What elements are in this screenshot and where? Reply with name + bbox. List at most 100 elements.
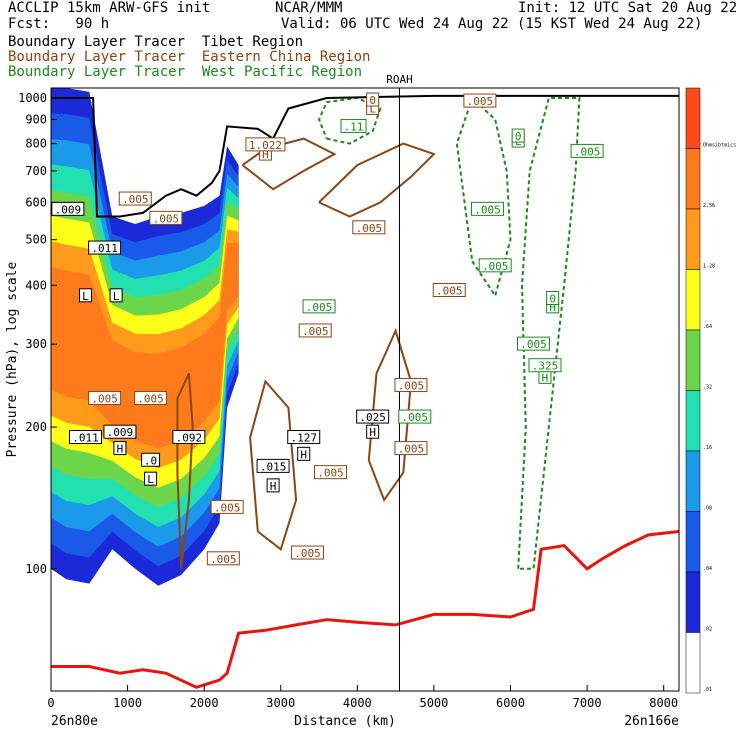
colorbar-swatch-5 [685,329,701,391]
colorbar-level-7: .08 [703,506,712,512]
colorbar-swatch-9 [685,571,701,633]
x-tick-label-1000: 1000 [113,696,142,710]
extremum-label-24: .005 [436,284,463,297]
extremum-box-37 [516,336,550,351]
colorbar-swatch-3 [685,208,701,270]
extremum-label-9: H [300,448,307,461]
extremum-label-29: .005 [122,193,149,206]
extremum-label-39: 0 [549,293,556,306]
colorbar-swatch-10 [685,632,701,694]
extremum-box-9 [297,446,311,461]
extremum-label-17: .005 [210,553,237,566]
extremum-box-46 [302,299,336,314]
extremum-label-42: .005 [574,145,601,158]
extremum-box-40 [478,258,512,273]
extremum-label-27: .005 [91,392,118,405]
y-tick-label-300: 300 [25,337,47,351]
west-pacific-contour-1 [517,97,581,570]
extremum-box-17 [206,551,240,566]
extremum-box-42 [570,143,604,158]
eastern-china-contour-1 [176,372,194,569]
extremum-label-2: H [117,443,124,456]
extremum-label-7: H [270,480,277,493]
x-tick-label-8000: 8000 [649,696,678,710]
extremum-label-22: .005 [398,380,425,393]
y-tick-label-800: 800 [25,137,47,151]
legend-west-pacific: Boundary Layer Tracer West Pacific Regio… [8,64,363,80]
extremum-label-36: .325 [532,360,559,373]
extremum-label-25: .005 [356,222,383,235]
forecast-hour: Fcst: 90 h [8,16,110,32]
x-tick-label-6000: 6000 [496,696,525,710]
x-tick-label-7000: 7000 [573,696,602,710]
extremum-label-34: .005 [467,95,494,108]
colorbar-level-10: .01 [703,687,712,693]
y-axis-label: Pressure (hPa), log scale [5,261,20,457]
legend-eastern-china: Boundary Layer Tracer Eastern China Regi… [8,49,371,65]
legend-tibet: Boundary Layer Tracer Tibet Region [8,34,304,50]
x-end-label: 26n166e [624,714,679,729]
colorbar-swatch-2 [685,148,701,210]
colorbar-swatch-6 [685,390,701,452]
extremum-label-5: L [147,473,154,486]
extremum-label-14: .009 [55,203,82,216]
extremum-box-24 [432,282,466,297]
extremum-label-30: H [262,148,269,161]
extremum-box-2 [113,441,127,456]
extremum-box-4 [172,430,206,445]
x-tick-label-5000: 5000 [419,696,448,710]
extremum-label-19: .005 [214,501,241,514]
extremum-box-28 [134,390,168,405]
extremum-label-23: .005 [302,325,329,338]
extremum-box-27 [88,390,122,405]
extremum-box-34 [463,93,497,108]
x-tick-label-0: 0 [47,696,54,710]
extremum-box-6 [141,452,161,467]
extremum-label-8: .015 [260,460,287,473]
extremum-box-36 [528,358,562,373]
extremum-box-7 [266,478,280,493]
extremum-box-3 [103,424,137,439]
roah-marker-label: ROAH [386,73,413,86]
extremum-label-41: .005 [474,203,501,216]
extremum-box-18 [291,545,325,560]
extremum-labels: .011 H .009 .092 L .0 H .015 H .127 H .025 .011 .009 L… [51,92,604,566]
y-tick-label-1000: 1000 [18,91,47,105]
org-label: NCAR/MMM [275,0,343,16]
extremum-box-5 [144,471,158,486]
colorbar-level-8: .04 [703,566,712,572]
model-title: ACCLIP 15km ARW-GFS init [8,0,211,16]
extremum-box-11 [366,424,380,439]
y-tick-label-900: 900 [25,113,47,127]
extremum-label-11: H [369,426,376,439]
extremum-box-12 [356,409,390,424]
colorbar: Ohmsibtmics 2.56 1.28 .64 .32 .16 .08 .04 .02 .01… [685,87,736,694]
extremum-box-29 [118,191,152,206]
extremum-box-22 [394,378,428,393]
extremum-label-1: .011 [72,432,99,445]
init-time: Init: 12 UTC Sat 20 Aug 22 [518,0,738,16]
extremum-box-25 [352,220,386,235]
extremum-label-28: .005 [137,392,164,405]
plot-frame [50,87,680,692]
colorbar-swatch-7 [685,450,701,512]
extremum-box-33 [366,92,380,107]
extremum-label-6: .0 [144,454,157,467]
extremum-box-16 [109,288,123,303]
extremum-box-26 [149,210,183,225]
y-tick-label-400: 400 [25,278,47,292]
extremum-box-23 [298,323,332,338]
y-tick-label-200: 200 [25,420,47,434]
eastern-china-contour-2 [249,379,298,551]
extremum-box-41 [471,201,505,216]
extremum-label-44: 0 [515,130,522,143]
extremum-box-8 [256,458,290,473]
extremum-label-21: .005 [398,443,425,456]
extremum-label-31: 1.022 [249,139,282,152]
extremum-label-35: H [542,371,549,384]
extremum-label-16: L [113,290,120,303]
extremum-label-20: .005 [317,467,344,480]
extremum-label-38: H [549,301,556,314]
extremum-box-15 [78,288,92,303]
